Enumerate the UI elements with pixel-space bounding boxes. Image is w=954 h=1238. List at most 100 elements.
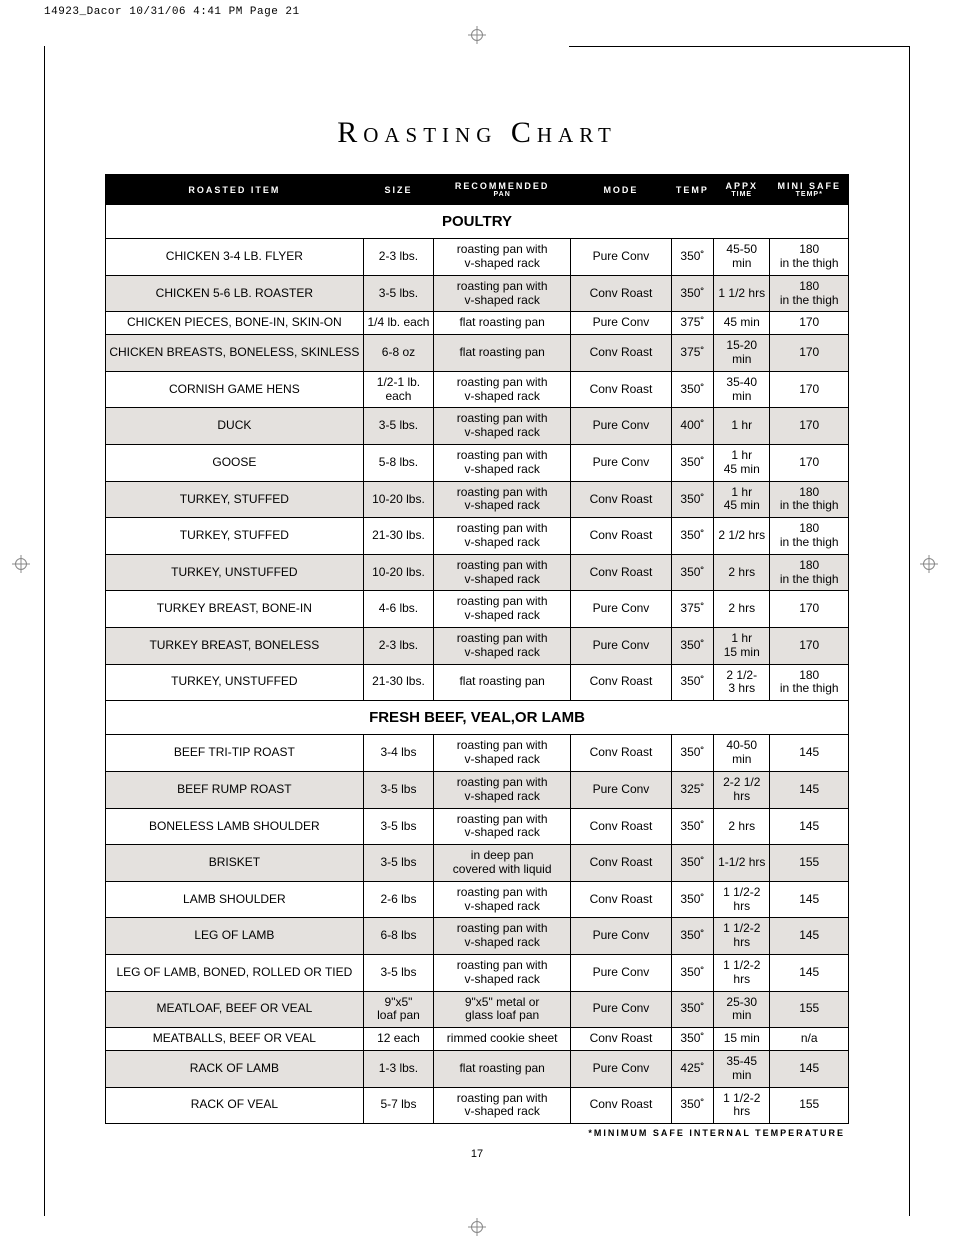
cell-pan: flat roasting pan xyxy=(434,1050,571,1087)
cell-size: 10-20 lbs. xyxy=(363,481,433,518)
column-header: MINI SAFETEMP* xyxy=(770,175,849,205)
column-header: ROASTED ITEM xyxy=(106,175,364,205)
cell-temp: 425˚ xyxy=(671,1050,713,1087)
cell-temp: 350˚ xyxy=(671,275,713,312)
cell-mode: Pure Conv xyxy=(571,445,672,482)
cell-time: 1 hr 45 min xyxy=(714,445,770,482)
cell-time: 2-2 1/2 hrs xyxy=(714,772,770,809)
cell-temp: 350˚ xyxy=(671,371,713,408)
cell-safe: 155 xyxy=(770,1087,849,1124)
cell-size: 5-8 lbs. xyxy=(363,445,433,482)
cell-mode: Conv Roast xyxy=(571,881,672,918)
cell-time: 2 1/2 hrs xyxy=(714,518,770,555)
cell-safe: 180 in the thigh xyxy=(770,518,849,555)
cell-time: 1-1/2 hrs xyxy=(714,845,770,882)
cell-time: 1 1/2 hrs xyxy=(714,275,770,312)
cell-safe: n/a xyxy=(770,1028,849,1051)
cell-size: 3-4 lbs xyxy=(363,735,433,772)
cell-item: BEEF RUMP ROAST xyxy=(106,772,364,809)
cell-item: MEATLOAF, BEEF OR VEAL xyxy=(106,991,364,1028)
cell-size: 3-5 lbs xyxy=(363,845,433,882)
cell-temp: 325˚ xyxy=(671,772,713,809)
cell-item: TURKEY, UNSTUFFED xyxy=(106,554,364,591)
cell-item: CHICKEN 5-6 LB. ROASTER xyxy=(106,275,364,312)
cell-time: 45 min xyxy=(714,312,770,335)
table-row: BEEF RUMP ROAST3-5 lbsroasting pan with … xyxy=(106,772,849,809)
table-header: ROASTED ITEMSIZERECOMMENDEDPANMODETEMPAP… xyxy=(106,175,849,205)
cell-item: TURKEY BREAST, BONELESS xyxy=(106,627,364,664)
table-row: BEEF TRI-TIP ROAST3-4 lbsroasting pan wi… xyxy=(106,735,849,772)
cell-time: 25-30 min xyxy=(714,991,770,1028)
cell-temp: 375˚ xyxy=(671,591,713,628)
cell-pan: roasting pan with v-shaped rack xyxy=(434,881,571,918)
cell-mode: Pure Conv xyxy=(571,918,672,955)
table-row: CHICKEN PIECES, BONE-IN, SKIN-ON1/4 lb. … xyxy=(106,312,849,335)
table-row: RACK OF VEAL5-7 lbsroasting pan with v-s… xyxy=(106,1087,849,1124)
cell-mode: Conv Roast xyxy=(571,808,672,845)
column-header: MODE xyxy=(571,175,672,205)
cell-mode: Pure Conv xyxy=(571,627,672,664)
cell-item: TURKEY, STUFFED xyxy=(106,518,364,555)
cell-size: 12 each xyxy=(363,1028,433,1051)
cell-item: LEG OF LAMB xyxy=(106,918,364,955)
cell-item: CHICKEN BREASTS, BONELESS, SKINLESS xyxy=(106,335,364,372)
cell-size: 3-5 lbs. xyxy=(363,275,433,312)
cell-time: 35-40 min xyxy=(714,371,770,408)
cell-pan: in deep pan covered with liquid xyxy=(434,845,571,882)
section-header-row: FRESH BEEF, VEAL,OR LAMB xyxy=(106,701,849,735)
table-row: DUCK3-5 lbs.roasting pan with v-shaped r… xyxy=(106,408,849,445)
cell-pan: roasting pan with v-shaped rack xyxy=(434,591,571,628)
table-row: CHICKEN 3-4 LB. FLYER2-3 lbs.roasting pa… xyxy=(106,239,849,276)
cell-item: RACK OF LAMB xyxy=(106,1050,364,1087)
section-header-row: POULTRY xyxy=(106,205,849,239)
table-row: LAMB SHOULDER2-6 lbsroasting pan with v-… xyxy=(106,881,849,918)
cell-item: RACK OF VEAL xyxy=(106,1087,364,1124)
cell-item: CHICKEN PIECES, BONE-IN, SKIN-ON xyxy=(106,312,364,335)
table-row: TURKEY BREAST, BONE-IN4-6 lbs.roasting p… xyxy=(106,591,849,628)
cell-temp: 350˚ xyxy=(671,518,713,555)
cell-mode: Pure Conv xyxy=(571,239,672,276)
roasting-chart-table: ROASTED ITEMSIZERECOMMENDEDPANMODETEMPAP… xyxy=(105,174,849,1124)
cell-time: 15-20 min xyxy=(714,335,770,372)
cell-mode: Conv Roast xyxy=(571,1087,672,1124)
cell-time: 2 hrs xyxy=(714,554,770,591)
registration-mark-icon xyxy=(468,26,486,44)
cell-temp: 350˚ xyxy=(671,1087,713,1124)
cell-item: BONELESS LAMB SHOULDER xyxy=(106,808,364,845)
registration-mark-icon xyxy=(12,555,34,577)
column-header: TEMP xyxy=(671,175,713,205)
cell-safe: 170 xyxy=(770,335,849,372)
cell-safe: 170 xyxy=(770,408,849,445)
cell-time: 15 min xyxy=(714,1028,770,1051)
cell-safe: 170 xyxy=(770,627,849,664)
cell-safe: 170 xyxy=(770,312,849,335)
cell-temp: 375˚ xyxy=(671,312,713,335)
table-row: MEATBALLS, BEEF OR VEAL12 eachrimmed coo… xyxy=(106,1028,849,1051)
cell-pan: roasting pan with v-shaped rack xyxy=(434,772,571,809)
cell-temp: 400˚ xyxy=(671,408,713,445)
cell-item: BRISKET xyxy=(106,845,364,882)
table-body: POULTRYCHICKEN 3-4 LB. FLYER2-3 lbs.roas… xyxy=(106,205,849,1124)
cell-mode: Conv Roast xyxy=(571,275,672,312)
cell-temp: 350˚ xyxy=(671,1028,713,1051)
cell-mode: Pure Conv xyxy=(571,591,672,628)
cell-item: LEG OF LAMB, BONED, ROLLED OR TIED xyxy=(106,954,364,991)
cell-mode: Conv Roast xyxy=(571,664,672,701)
cell-item: LAMB SHOULDER xyxy=(106,881,364,918)
cell-pan: roasting pan with v-shaped rack xyxy=(434,1087,571,1124)
cell-time: 1 1/2-2 hrs xyxy=(714,881,770,918)
cell-item: CHICKEN 3-4 LB. FLYER xyxy=(106,239,364,276)
cell-pan: flat roasting pan xyxy=(434,664,571,701)
cell-item: TURKEY, STUFFED xyxy=(106,481,364,518)
cell-mode: Conv Roast xyxy=(571,845,672,882)
cell-size: 21-30 lbs. xyxy=(363,664,433,701)
cell-temp: 350˚ xyxy=(671,445,713,482)
cell-safe: 155 xyxy=(770,991,849,1028)
table-row: CHICKEN 5-6 LB. ROASTER3-5 lbs.roasting … xyxy=(106,275,849,312)
cell-safe: 170 xyxy=(770,371,849,408)
cell-pan: roasting pan with v-shaped rack xyxy=(434,481,571,518)
cell-time: 1 hr 15 min xyxy=(714,627,770,664)
cell-temp: 350˚ xyxy=(671,239,713,276)
cell-temp: 375˚ xyxy=(671,335,713,372)
column-header: SIZE xyxy=(363,175,433,205)
